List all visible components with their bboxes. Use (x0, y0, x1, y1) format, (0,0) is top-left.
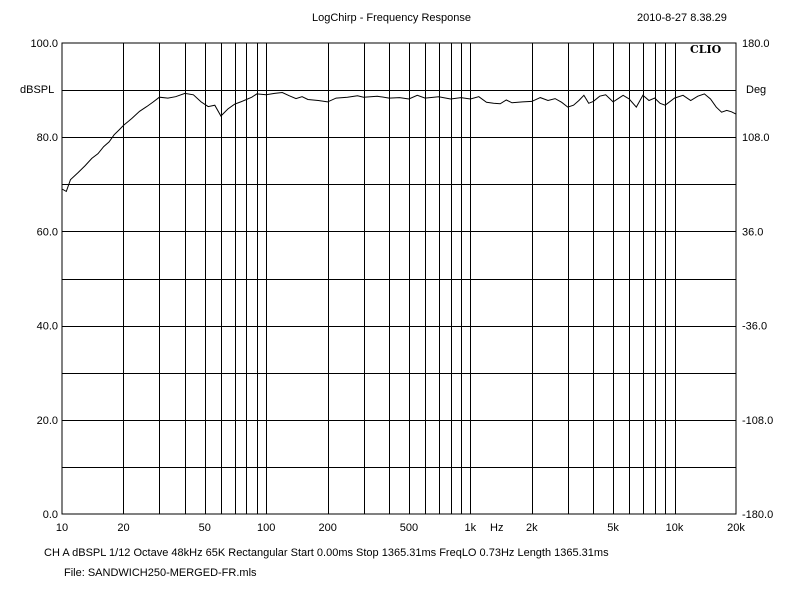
series-layer (61, 91, 737, 193)
y-right-tick-label: 36.0 (742, 226, 763, 238)
x-axis-unit: Hz (490, 522, 504, 534)
right-axis-unit: Deg (746, 84, 767, 96)
clio-brand-logo: CLIO (690, 43, 722, 56)
y-right-tick-label: 180.0 (742, 38, 770, 50)
x-tick-label: 2k (526, 522, 538, 534)
left-axis-unit: dBSPL (20, 84, 55, 96)
timestamp: 2010-8-27 8.38.29 (637, 12, 727, 24)
chart-title: LogChirp - Frequency Response (312, 12, 471, 24)
x-tick-labels: 10 20 50 100 200 500 1k 2k 5k 10k 20k (56, 522, 745, 534)
plot-frame (61, 42, 737, 515)
y-right-tick-label: -180.0 (742, 509, 773, 521)
measurement-settings: CH A dBSPL 1/12 Octave 48kHz 65K Rectang… (44, 547, 609, 559)
y-right-tick-label: -36.0 (742, 321, 767, 333)
grid (62, 43, 736, 514)
y-tick-label: 80.0 (37, 132, 58, 144)
x-tick-label: 10 (56, 522, 68, 534)
x-tick-label: 20 (117, 522, 129, 534)
file-name: File: SANDWICH250-MERGED-FR.mls (64, 567, 257, 579)
y-right-tick-label: -108.0 (742, 415, 773, 427)
y-tick-labels: 0.0 20.0 40.0 60.0 80.0 100.0 (30, 38, 58, 521)
y-tick-label: 0.0 (43, 509, 58, 521)
x-tick-label: 5k (607, 522, 619, 534)
y-tick-label: 60.0 (37, 226, 58, 238)
y-right-tick-labels: -180.0 -108.0 -36.0 36.0 108.0 180.0 (742, 38, 773, 521)
x-tick-label: 500 (400, 522, 418, 534)
x-tick-label: 50 (199, 522, 211, 534)
y-right-tick-label: 108.0 (742, 132, 770, 144)
y-tick-label: 40.0 (37, 321, 58, 333)
x-tick-label: 20k (727, 522, 745, 534)
x-tick-label: 100 (257, 522, 275, 534)
x-tick-label: 200 (318, 522, 336, 534)
y-tick-label: 20.0 (37, 415, 58, 427)
x-tick-label: 1k (465, 522, 477, 534)
y-tick-label: 100.0 (30, 38, 58, 50)
plot-background (62, 43, 736, 514)
series-line (61, 91, 737, 193)
x-tick-label: 10k (666, 522, 684, 534)
